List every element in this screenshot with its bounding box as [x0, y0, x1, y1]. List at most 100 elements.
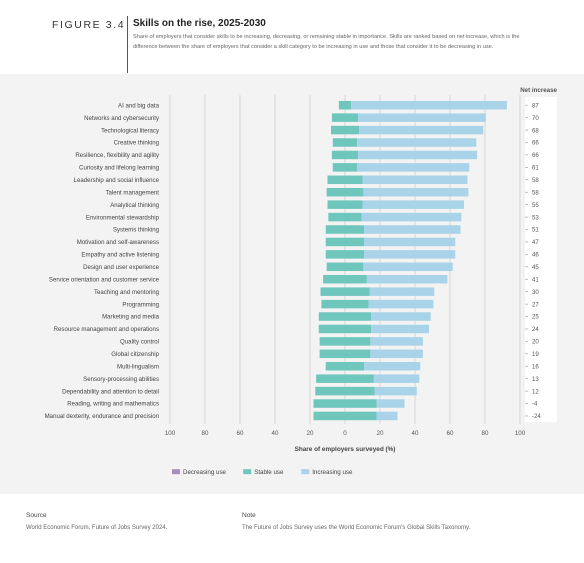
bar-increasing-use [363, 262, 453, 272]
net-increase-value: 58 [532, 189, 539, 196]
legend-label: Stable use [254, 469, 284, 476]
bar-stable-use [327, 175, 363, 185]
category-label: Systems thinking [113, 227, 159, 234]
bar-increasing-use [363, 187, 469, 197]
net-increase-value: 68 [532, 127, 539, 134]
bar-stable-use [332, 138, 358, 147]
net-increase-value: 16 [532, 363, 539, 370]
category-label: Empathy and active listening [81, 252, 159, 259]
category-label: Manual dexterity, endurance and precisio… [45, 413, 159, 420]
bar-increasing-use [371, 324, 429, 334]
chart-subtitle: Share of employers that consider skills … [133, 34, 520, 50]
figure-label: FIGURE 3.4 [52, 19, 126, 31]
bar-stable-use [331, 125, 359, 135]
x-tick-label: 100 [165, 430, 176, 437]
net-increase-column [525, 97, 557, 423]
category-label: Teaching and mentoring [94, 289, 159, 296]
category-label: Sensory-processing abilities [83, 376, 159, 383]
bar-stable-use [325, 250, 365, 259]
net-increase-value: 61 [532, 165, 539, 172]
bar-stable-use [332, 163, 358, 172]
net-increase-value: -4 [532, 401, 538, 408]
net-increase-value: 47 [532, 239, 539, 246]
bar-stable-use [318, 324, 372, 334]
net-increase-header: Net increase [520, 87, 557, 94]
net-increase-value: 58 [532, 177, 539, 184]
x-tick-label: 0 [343, 430, 347, 437]
header-divider [127, 16, 128, 73]
bar-stable-use [320, 287, 370, 296]
bar-stable-use [313, 411, 377, 421]
bar-stable-use [328, 212, 362, 222]
bar-increasing-use [364, 361, 421, 371]
bar-stable-use [338, 100, 352, 110]
bar-stable-use [316, 374, 374, 383]
category-label: Programming [122, 301, 159, 308]
bar-increasing-use [370, 337, 423, 346]
net-increase-value: 20 [532, 339, 539, 346]
net-increase-value: 70 [532, 115, 539, 122]
bar-stable-use [319, 337, 371, 346]
category-label: Talent management [105, 189, 159, 196]
figure-header: FIGURE 3.4 Skills on the rise, 2025-2030… [0, 0, 584, 74]
bar-increasing-use [351, 100, 507, 110]
bar-increasing-use [362, 175, 468, 185]
bar-stable-use [331, 113, 359, 122]
net-increase-value: 41 [532, 276, 539, 283]
net-increase-value: 25 [532, 314, 539, 321]
chart-panel [0, 74, 584, 494]
net-increase-value: 53 [532, 214, 539, 221]
net-increase-value: 30 [532, 289, 539, 296]
bar-increasing-use [361, 212, 462, 222]
net-increase-value: 66 [532, 152, 539, 159]
category-label: Dependability and attention to detail [62, 388, 159, 395]
net-increase-value: 24 [532, 326, 539, 333]
category-label: Reading, writing and mathematics [67, 401, 159, 408]
bar-increasing-use [366, 274, 448, 284]
bar-increasing-use [369, 287, 435, 296]
x-tick-label: 100 [515, 430, 526, 437]
bar-stable-use [326, 187, 364, 197]
net-increase-value: 66 [532, 140, 539, 147]
bar-increasing-use [368, 299, 434, 309]
net-increase-value: 45 [532, 264, 539, 271]
category-label: AI and big data [118, 102, 160, 109]
bar-increasing-use [374, 386, 417, 396]
bar-increasing-use [373, 374, 420, 383]
bar-increasing-use [371, 312, 431, 321]
category-label: Quality control [120, 339, 159, 346]
category-label: Multi-lingualism [117, 363, 159, 370]
legend-label: Decreasing use [183, 469, 227, 476]
category-label: Resilience, flexibility and agility [75, 152, 160, 159]
bar-increasing-use [357, 138, 477, 147]
bar-stable-use [318, 312, 372, 321]
category-label: Resource management and operations [54, 326, 159, 333]
bar-increasing-use [364, 237, 456, 247]
bar-increasing-use [358, 150, 478, 160]
legend-label: Increasing use [312, 469, 353, 476]
legend-swatch [243, 469, 252, 475]
legend-swatch [172, 469, 180, 475]
bar-stable-use [323, 274, 367, 284]
note-heading: Note [242, 512, 256, 519]
bar-increasing-use [370, 349, 423, 359]
net-increase-value: 46 [532, 252, 539, 259]
bar-increasing-use [362, 200, 464, 209]
x-tick-label: 20 [307, 430, 314, 437]
bar-increasing-use [357, 163, 470, 172]
bar-stable-use [325, 237, 365, 247]
category-label: Motivation and self-awareness [77, 239, 159, 246]
x-tick-label: 80 [202, 430, 209, 437]
legend-swatch [301, 469, 310, 475]
bar-stable-use [319, 349, 371, 359]
bar-stable-use [315, 386, 375, 396]
net-increase-value: 51 [532, 227, 539, 234]
bar-stable-use [326, 262, 364, 272]
category-label: Leadership and social influence [74, 177, 160, 184]
x-axis-title: Share of employers surveyed (%) [295, 446, 396, 453]
chart-title: Skills on the rise, 2025-2030 [133, 18, 266, 29]
category-label: Environmental stewardship [86, 214, 160, 221]
category-label: Design and user experience [83, 264, 159, 271]
x-tick-label: 80 [482, 430, 489, 437]
bar-increasing-use [376, 411, 398, 421]
